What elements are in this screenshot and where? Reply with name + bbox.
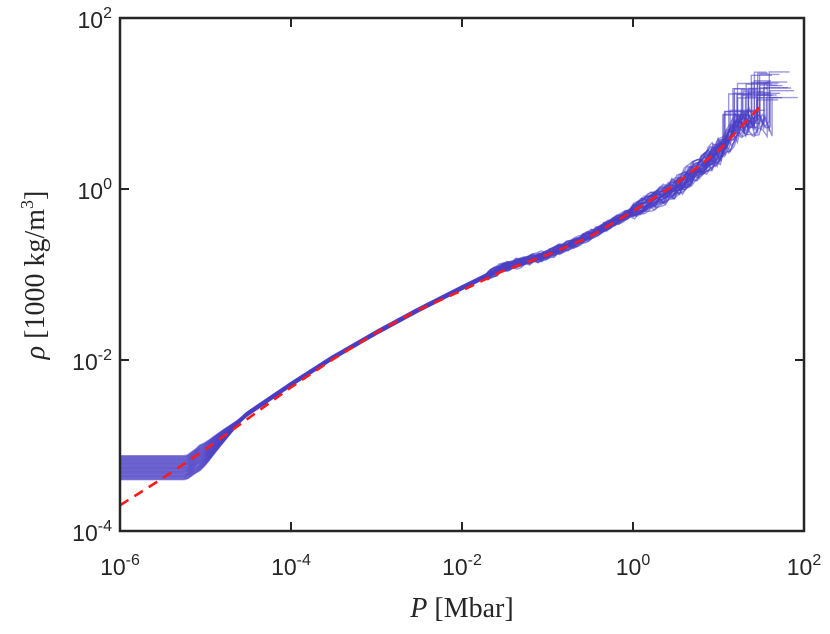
sample-profile-line bbox=[120, 99, 779, 473]
reference-fit-line bbox=[120, 106, 761, 507]
sample-profile-line bbox=[120, 113, 746, 478]
sample-profile-line bbox=[120, 93, 769, 466]
sample-profile-line bbox=[120, 86, 789, 469]
tick-label-base: 10 bbox=[787, 554, 813, 580]
sample-profile-line bbox=[120, 88, 757, 477]
tick-label-exponent: 0 bbox=[103, 176, 112, 193]
sample-profile-line bbox=[120, 96, 783, 462]
y-axis-symbol: ρ bbox=[20, 346, 51, 360]
sample-profile-line bbox=[120, 94, 773, 464]
sample-profile-line bbox=[120, 96, 778, 474]
sample-profile-line bbox=[120, 92, 781, 470]
x-tick-label: 10-6 bbox=[100, 552, 140, 580]
tick-label-exponent: -4 bbox=[297, 552, 311, 569]
y-axis-unit: [1000 kg/m bbox=[20, 209, 51, 339]
axis-ticks bbox=[119, 17, 805, 532]
tick-label-base: 10 bbox=[100, 554, 126, 580]
sample-profile-line bbox=[120, 71, 767, 470]
sample-profile-line bbox=[120, 81, 769, 457]
sample-profile-line bbox=[120, 91, 769, 463]
tick-label-exponent: 2 bbox=[103, 5, 112, 22]
sample-profile-line bbox=[120, 94, 777, 459]
tick-label-exponent: -4 bbox=[98, 518, 112, 535]
sample-profile-line bbox=[120, 90, 764, 469]
tick-label-exponent: -2 bbox=[468, 552, 482, 569]
sample-profile-line bbox=[120, 89, 757, 462]
sample-profile-line bbox=[120, 71, 790, 471]
tick-label-exponent: 0 bbox=[641, 552, 650, 569]
sample-profile-line bbox=[120, 110, 756, 458]
tick-label-base: 10 bbox=[78, 7, 104, 33]
sample-profile-line bbox=[120, 83, 772, 476]
sample-profile-line bbox=[120, 96, 757, 457]
y-axis-label: ρ [1000 kg/m3] bbox=[17, 191, 51, 361]
x-axis-unit: [Mbar] bbox=[434, 593, 513, 624]
sample-profile-line bbox=[120, 93, 752, 468]
y-tick-label: 102 bbox=[78, 5, 113, 33]
y-axis-unit-exponent: 3 bbox=[17, 200, 37, 209]
sample-profile-lines bbox=[120, 71, 798, 481]
sample-profile-line bbox=[120, 81, 771, 472]
plot-frame bbox=[118, 16, 806, 533]
sample-profile-line bbox=[120, 82, 779, 467]
sample-profile-line bbox=[120, 73, 780, 465]
x-tick-label: 10-4 bbox=[271, 552, 311, 580]
sample-profile-line bbox=[120, 89, 795, 467]
x-tick-label: 100 bbox=[616, 552, 651, 580]
tick-label-exponent: -6 bbox=[126, 552, 140, 569]
sample-profile-line bbox=[120, 74, 772, 460]
y-tick-label: 10-4 bbox=[72, 518, 112, 546]
y-tick-label: 100 bbox=[78, 176, 113, 204]
y-tick-label: 10-2 bbox=[72, 347, 112, 375]
reference-fit-curve bbox=[120, 106, 761, 507]
sample-profile-line bbox=[120, 109, 766, 465]
sample-profile-line bbox=[120, 87, 768, 472]
sample-profile-line bbox=[120, 82, 767, 475]
tick-label-base: 10 bbox=[616, 554, 642, 580]
tick-label-base: 10 bbox=[72, 520, 98, 546]
y-axis-unit-close: ] bbox=[20, 191, 51, 200]
sample-profile-line bbox=[120, 114, 747, 481]
tick-label-exponent: 2 bbox=[812, 552, 821, 569]
sample-profile-line bbox=[120, 81, 788, 477]
sample-profile-line bbox=[120, 80, 771, 480]
tick-label-base: 10 bbox=[442, 554, 468, 580]
sample-profile-line bbox=[120, 87, 746, 475]
sample-profile-line bbox=[120, 72, 768, 459]
sample-profile-line bbox=[120, 84, 778, 461]
x-axis-symbol: P bbox=[409, 593, 427, 624]
tick-label-base: 10 bbox=[78, 178, 104, 204]
tick-label-exponent: -2 bbox=[98, 347, 112, 364]
x-axis-label: P [Mbar] bbox=[409, 593, 513, 624]
tick-label-base: 10 bbox=[271, 554, 297, 580]
sample-profile-line bbox=[120, 92, 750, 480]
sample-profile-line bbox=[120, 97, 764, 461]
x-tick-label: 10-2 bbox=[442, 552, 482, 580]
x-tick-label: 102 bbox=[787, 552, 822, 580]
tick-label-base: 10 bbox=[72, 349, 98, 375]
sample-profile-line bbox=[120, 110, 760, 473]
sample-profile-line bbox=[120, 84, 783, 464]
sample-profile-line bbox=[120, 87, 792, 479]
